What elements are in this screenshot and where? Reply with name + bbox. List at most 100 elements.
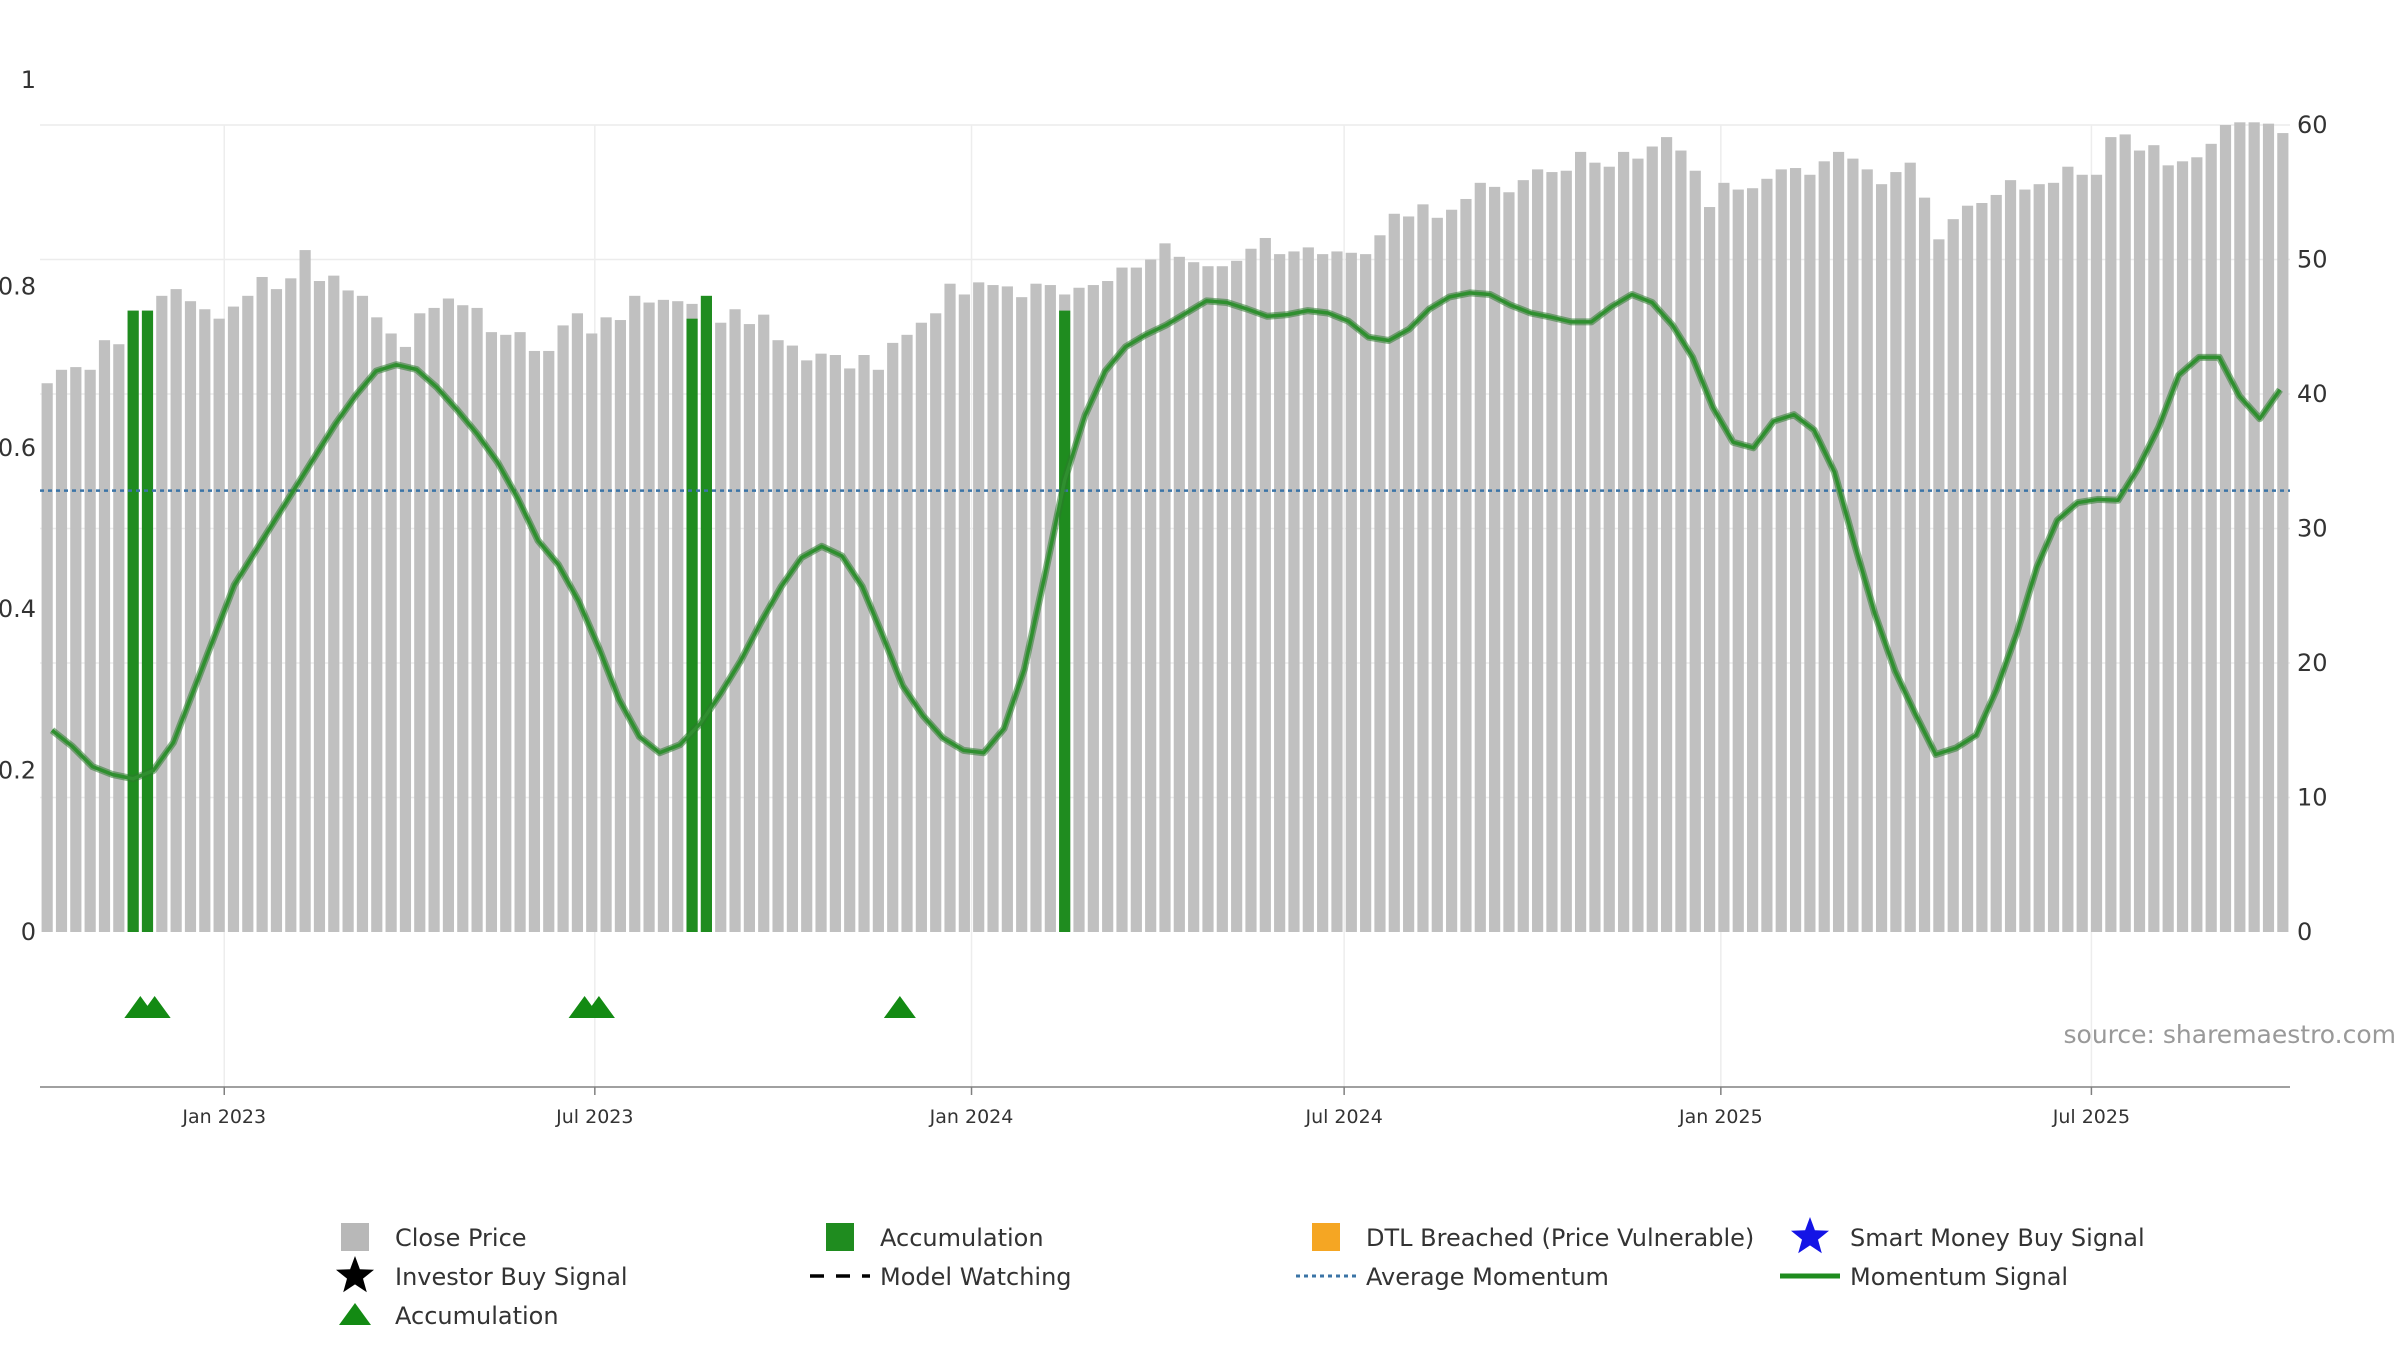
legend: Close Price Accumulation DTL Breached (Pri…	[336, 1217, 2145, 1330]
accumulation-bar	[141, 310, 154, 932]
price-bar	[1302, 247, 1314, 932]
price-bar	[2191, 157, 2203, 932]
price-bar	[1188, 262, 1200, 932]
legend-item: Close Price	[341, 1223, 527, 1252]
accumulation-bar	[127, 310, 139, 932]
x-tick-label: Jan 2025	[1678, 1106, 1763, 1128]
price-bar	[227, 306, 240, 932]
price-bar	[1073, 287, 1085, 932]
price-bar	[256, 276, 268, 932]
price-bar	[1818, 161, 1830, 932]
price-bar	[901, 334, 913, 932]
legend-item: Accumulation	[339, 1302, 559, 1330]
price-bar	[2076, 174, 2088, 932]
right-tick-label: 10	[2297, 784, 2328, 812]
price-bar	[2248, 122, 2260, 932]
price-bar	[1231, 260, 1243, 933]
accumulation-bar	[686, 318, 698, 932]
price-bar	[1503, 192, 1515, 932]
price-bar	[1245, 248, 1257, 933]
price-bar	[1173, 256, 1185, 932]
price-bar	[1875, 184, 1888, 932]
price-bar	[1990, 194, 2002, 932]
price-bar	[1388, 213, 1400, 932]
price-bar	[528, 350, 541, 933]
price-bar	[2234, 122, 2246, 932]
price-bar	[2176, 161, 2189, 932]
legend-item: DTL Breached (Price Vulnerable)	[1312, 1223, 1754, 1252]
price-bar	[1861, 169, 1873, 932]
price-bar	[1259, 237, 1271, 933]
price-bar	[1345, 252, 1357, 932]
price-bar	[1374, 235, 1386, 933]
accumulation-bar	[700, 295, 712, 932]
price-bar	[1016, 297, 1028, 932]
price-bar	[772, 340, 784, 932]
price-bar	[1560, 170, 1572, 933]
price-bar	[1933, 239, 1945, 932]
left-tick-label: 0.6	[0, 434, 36, 462]
x-tick-label: Jan 2023	[181, 1106, 266, 1128]
price-bar	[156, 295, 168, 932]
price-bar	[2062, 166, 2074, 932]
price-bar	[2119, 134, 2131, 933]
right-tick-label: 40	[2297, 380, 2328, 408]
axes-layer: Jan 2023 Jul 2023 Jan 2024 Jul 2024 Jan 2025…	[0, 66, 2328, 1128]
price-bar	[2019, 189, 2031, 932]
price-bar	[1789, 168, 1802, 933]
price-bar	[1202, 266, 1214, 933]
price-bar	[1446, 209, 1458, 933]
price-bar	[1317, 254, 1329, 932]
price-bar	[500, 334, 512, 932]
price-bar	[1904, 162, 1916, 932]
price-bar	[342, 290, 354, 932]
left-tick-label: 1	[21, 66, 36, 94]
price-bar	[1575, 151, 1587, 932]
price-bar	[786, 345, 798, 933]
price-bar	[1274, 254, 1286, 932]
legend-label: Close Price	[395, 1224, 527, 1252]
momentum-signal-layer	[49, 289, 2283, 783]
price-bar	[1044, 285, 1056, 932]
price-bar	[399, 346, 412, 932]
legend-swatch-star	[336, 1256, 374, 1293]
price-bar	[1403, 216, 1415, 932]
price-bar	[1775, 169, 1787, 932]
price-bar	[715, 322, 727, 933]
legend-label: Investor Buy Signal	[395, 1263, 628, 1291]
price-bar	[1460, 198, 1472, 933]
price-bar	[1546, 172, 1558, 932]
right-tick-label: 60	[2297, 111, 2328, 139]
price-bar	[457, 305, 469, 933]
price-bar	[2148, 145, 2160, 933]
price-bar	[815, 353, 827, 932]
price-bar	[1947, 219, 1959, 932]
legend-item: Smart Money Buy Signal	[1791, 1217, 2145, 1254]
price-bar	[1603, 166, 1615, 932]
price-bar	[98, 340, 111, 932]
price-bar	[1474, 182, 1486, 932]
price-bar	[1360, 254, 1372, 932]
price-bar	[84, 369, 96, 932]
legend-label: Accumulation	[395, 1302, 559, 1330]
close-price-bars	[41, 122, 2289, 933]
left-tick-label: 0.8	[0, 272, 36, 300]
price-bar	[2205, 143, 2217, 932]
legend-swatch-square	[1312, 1223, 1340, 1251]
price-bar	[657, 299, 669, 933]
legend-item: Investor Buy Signal	[336, 1256, 628, 1293]
price-bar	[844, 368, 856, 932]
price-bar	[270, 289, 283, 933]
price-bar	[2162, 165, 2174, 933]
x-tick-label: Jul 2023	[555, 1106, 633, 1128]
price-bar	[199, 309, 211, 932]
price-bar	[1618, 151, 1630, 932]
price-bar	[629, 295, 641, 932]
right-tick-label: 0	[2297, 918, 2312, 946]
price-bar	[1761, 178, 1773, 933]
price-bar	[571, 313, 584, 932]
price-bar	[1961, 205, 1974, 932]
price-bar	[1517, 180, 1529, 932]
price-bar	[872, 369, 884, 932]
price-bar	[2133, 150, 2146, 932]
